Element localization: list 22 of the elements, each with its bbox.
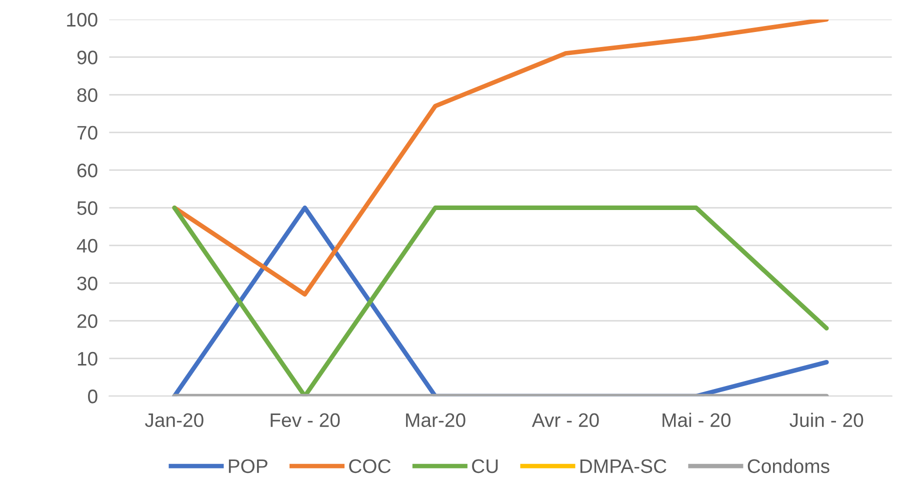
x-tick-label: Mar-20 <box>406 413 466 428</box>
x-tick-label: Juin - 20 <box>790 412 864 428</box>
y-tick-label: 30 <box>77 276 98 290</box>
y-tick-label: 60 <box>77 164 98 178</box>
x-tick-label: Fev - 20 <box>270 413 340 428</box>
x-tick-label: Mai - 20 <box>662 412 731 428</box>
y-tick-label: 80 <box>77 88 98 102</box>
legend-label: Condoms <box>748 458 830 474</box>
y-tick-label: 100 <box>67 12 98 27</box>
y-tick-label: 20 <box>77 314 98 328</box>
legend-label: COC <box>349 459 391 474</box>
legend-label: DMPA-SC <box>580 459 666 474</box>
x-tick-label: Jan-20 <box>144 413 204 428</box>
y-tick-label: 90 <box>77 50 98 64</box>
legend-label: POP <box>228 459 268 474</box>
legend-label: CU <box>472 459 498 474</box>
x-tick-label: Avr - 20 <box>532 413 599 428</box>
y-tick-label: 70 <box>77 126 98 140</box>
y-tick-label: 50 <box>77 201 98 215</box>
y-tick-label: 0 <box>88 390 98 404</box>
y-tick-label: 40 <box>76 238 98 253</box>
y-tick-label: 10 <box>78 352 98 366</box>
